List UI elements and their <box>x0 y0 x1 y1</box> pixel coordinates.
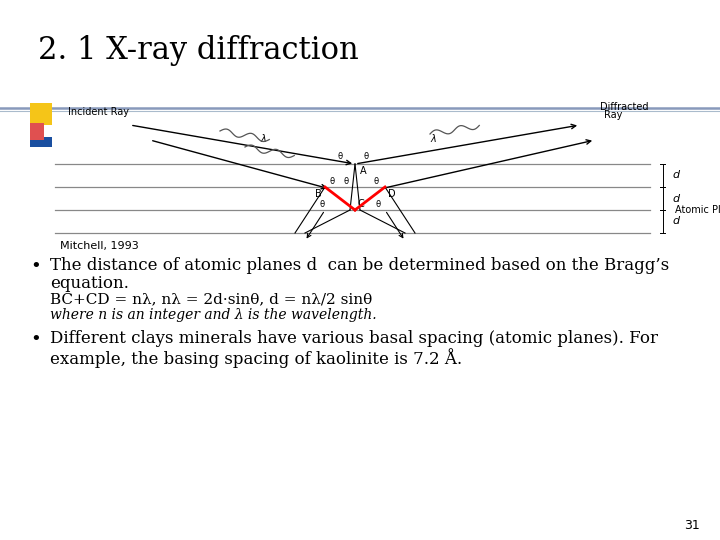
Text: equation.: equation. <box>50 275 129 292</box>
Text: The distance of atomic planes d  can be determined based on the Bragg’s: The distance of atomic planes d can be d… <box>50 257 670 274</box>
Text: •: • <box>30 330 41 348</box>
Text: λ: λ <box>430 134 436 144</box>
Text: Mitchell, 1993: Mitchell, 1993 <box>60 241 139 251</box>
Text: Incident Ray: Incident Ray <box>68 107 129 117</box>
Text: D: D <box>388 189 395 199</box>
Text: B: B <box>315 189 322 199</box>
Text: θ: θ <box>337 152 342 161</box>
Text: θ: θ <box>320 200 325 209</box>
Bar <box>30 103 52 125</box>
Bar <box>30 123 44 140</box>
Text: BC+CD = nλ, nλ = 2d·sinθ, d = nλ/2 sinθ: BC+CD = nλ, nλ = 2d·sinθ, d = nλ/2 sinθ <box>50 292 372 306</box>
Text: θ: θ <box>330 177 335 186</box>
Text: A: A <box>360 166 366 176</box>
Text: d: d <box>672 193 679 204</box>
Text: λ: λ <box>260 134 266 144</box>
Text: Diffracted: Diffracted <box>600 102 649 112</box>
Text: where n is an integer and λ is the wavelength.: where n is an integer and λ is the wavel… <box>50 308 377 322</box>
Text: θ: θ <box>363 152 368 161</box>
Text: θ: θ <box>343 177 348 186</box>
Text: θ: θ <box>375 200 380 209</box>
Text: d: d <box>672 171 679 180</box>
Bar <box>30 137 52 147</box>
Text: d: d <box>672 217 679 226</box>
Text: example, the basing spacing of kaolinite is 7.2 Å.: example, the basing spacing of kaolinite… <box>50 348 462 368</box>
Text: Different clays minerals have various basal spacing (atomic planes). For: Different clays minerals have various ba… <box>50 330 658 347</box>
Text: θ: θ <box>373 177 378 186</box>
Text: Atomic Planes: Atomic Planes <box>675 205 720 215</box>
Text: C: C <box>358 199 365 209</box>
Text: 31: 31 <box>684 519 700 532</box>
Text: •: • <box>30 257 41 275</box>
Text: Ray: Ray <box>604 110 622 120</box>
Text: 2. 1 X-ray diffraction: 2. 1 X-ray diffraction <box>38 35 359 66</box>
